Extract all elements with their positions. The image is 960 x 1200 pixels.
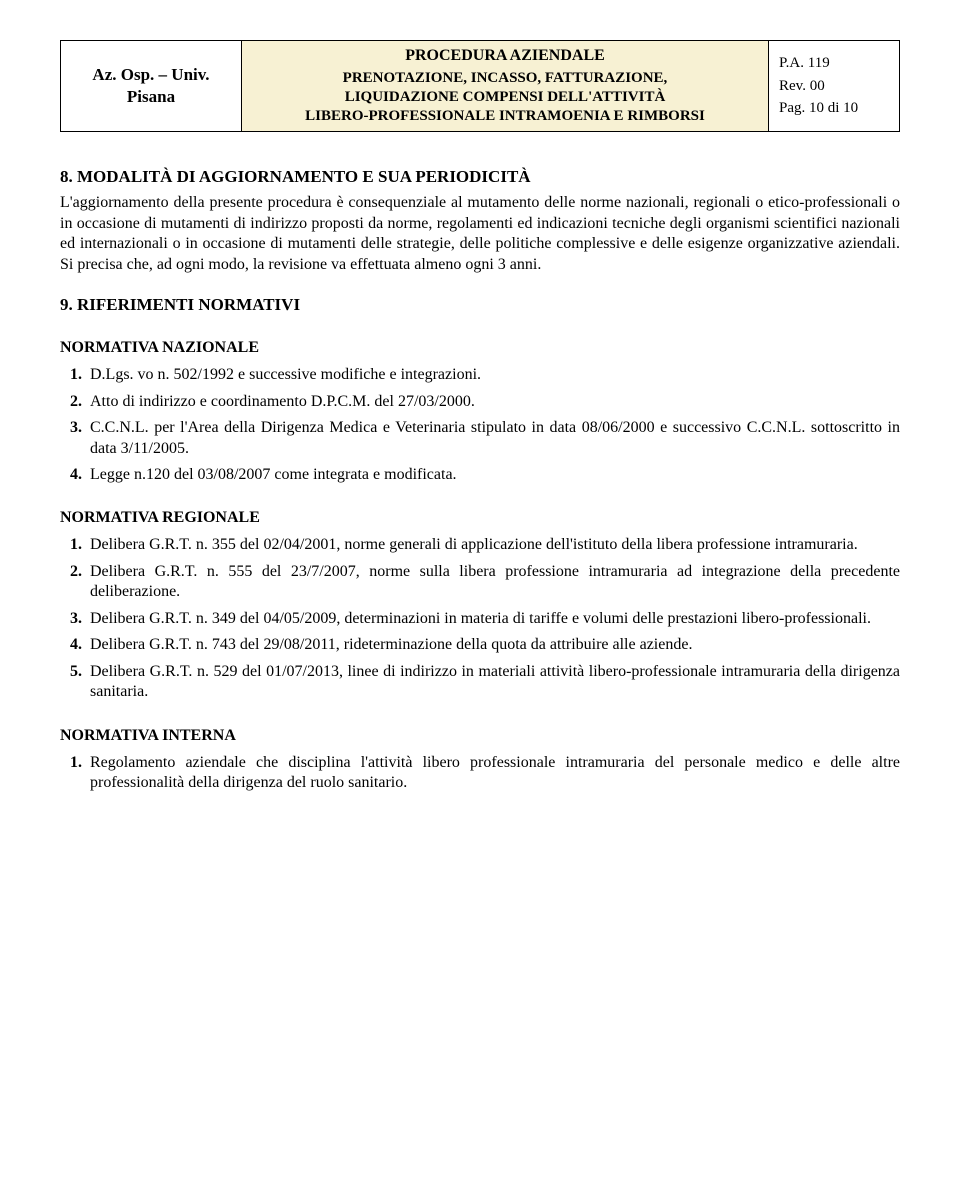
section9-title: 9. RIFERIMENTI NORMATIVI — [60, 295, 900, 315]
doc-header: Az. Osp. – Univ. Pisana PROCEDURA AZIEND… — [60, 40, 900, 132]
list-item: D.Lgs. vo n. 502/1992 e successive modif… — [86, 365, 900, 385]
list-item: Delibera G.R.T. n. 529 del 01/07/2013, l… — [86, 662, 900, 703]
org-line2: Pisana — [71, 86, 231, 108]
list-item: Legge n.120 del 03/08/2007 come integrat… — [86, 465, 900, 485]
section8-text: L'aggiornamento della presente procedura… — [60, 193, 900, 275]
header-org: Az. Osp. – Univ. Pisana — [61, 41, 242, 132]
list-item: Delibera G.R.T. n. 743 del 29/08/2011, r… — [86, 635, 900, 655]
list-item: Delibera G.R.T. n. 349 del 04/05/2009, d… — [86, 609, 900, 629]
header-title: PROCEDURA AZIENDALE PRENOTAZIONE, INCASS… — [242, 41, 769, 132]
title-l1: PROCEDURA AZIENDALE — [252, 47, 758, 65]
section8-title: 8. MODALITÀ DI AGGIORNAMENTO E SUA PERIO… — [60, 167, 900, 187]
page: Az. Osp. – Univ. Pisana PROCEDURA AZIEND… — [0, 0, 960, 1200]
list-item: Regolamento aziendale che disciplina l'a… — [86, 753, 900, 794]
regionale-list: Delibera G.R.T. n. 355 del 02/04/2001, n… — [60, 535, 900, 702]
list-item: Delibera G.R.T. n. 555 del 23/7/2007, no… — [86, 562, 900, 603]
title-l3: LIQUIDAZIONE COMPENSI DELL'ATTIVITÀ — [252, 88, 758, 107]
interna-title: NORMATIVA INTERNA — [60, 727, 900, 745]
list-item: Delibera G.R.T. n. 355 del 02/04/2001, n… — [86, 535, 900, 555]
org-line1: Az. Osp. – Univ. — [71, 64, 231, 86]
doc-page: Pag. 10 di 10 — [779, 97, 889, 120]
list-item: C.C.N.L. per l'Area della Dirigenza Medi… — [86, 418, 900, 459]
doc-rev: Rev. 00 — [779, 75, 889, 98]
regionale-title: NORMATIVA REGIONALE — [60, 509, 900, 527]
title-l4: LIBERO-PROFESSIONALE INTRAMOENIA E RIMBO… — [252, 107, 758, 126]
nazionale-list: D.Lgs. vo n. 502/1992 e successive modif… — [60, 365, 900, 485]
doc-code: P.A. 119 — [779, 52, 889, 75]
header-meta: P.A. 119 Rev. 00 Pag. 10 di 10 — [769, 41, 900, 132]
title-l2: PRENOTAZIONE, INCASSO, FATTURAZIONE, — [252, 69, 758, 88]
list-item: Atto di indirizzo e coordinamento D.P.C.… — [86, 392, 900, 412]
interna-list: Regolamento aziendale che disciplina l'a… — [60, 753, 900, 794]
nazionale-title: NORMATIVA NAZIONALE — [60, 339, 900, 357]
